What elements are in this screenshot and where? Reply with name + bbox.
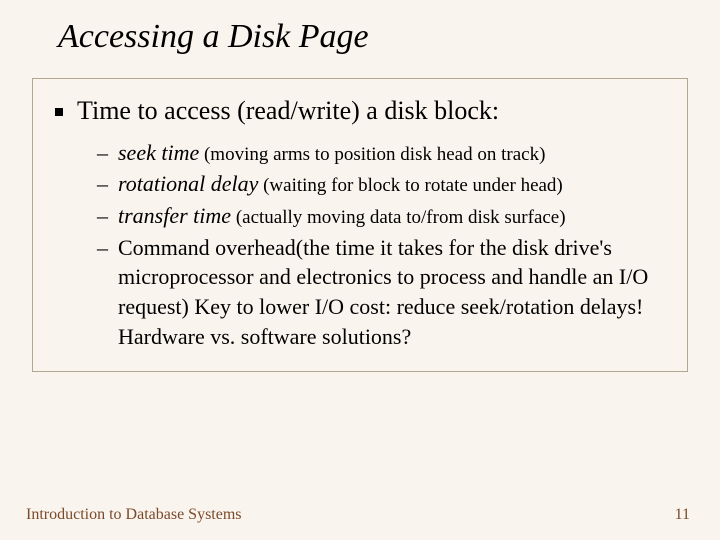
footer-left-text: Introduction to Database Systems — [26, 506, 242, 524]
term-text: seek time — [118, 140, 199, 165]
paren-text: (moving arms to position disk head on tr… — [199, 144, 545, 165]
term-text: transfer time — [118, 203, 231, 228]
square-bullet-icon — [55, 108, 63, 116]
dash-icon: – — [97, 201, 108, 231]
main-bullet-text: Time to access (read/write) a disk block… — [77, 95, 499, 128]
list-item: – Command overhead(the time it takes for… — [97, 233, 665, 352]
slide-footer: Introduction to Database Systems 11 — [26, 506, 690, 524]
content-box: Time to access (read/write) a disk block… — [32, 78, 688, 372]
paren-text: (waiting for block to rotate under head) — [258, 175, 562, 196]
sub-bullet-text: Command overhead(the time it takes for t… — [118, 233, 665, 352]
sub-bullet-text: rotational delay (waiting for block to r… — [118, 169, 563, 199]
list-item: – transfer time (actually moving data to… — [97, 201, 665, 231]
term-text: rotational delay — [118, 171, 258, 196]
list-item: – rotational delay (waiting for block to… — [97, 169, 665, 199]
slide-title: Accessing a Disk Page — [58, 18, 690, 56]
sub-bullet-text: transfer time (actually moving data to/f… — [118, 201, 566, 231]
paren-text: (actually moving data to/from disk surfa… — [231, 207, 566, 228]
main-bullet-row: Time to access (read/write) a disk block… — [55, 95, 665, 128]
sub-bullet-text: seek time (moving arms to position disk … — [118, 138, 545, 168]
dash-icon: – — [97, 169, 108, 199]
sub-bullet-list: – seek time (moving arms to position dis… — [97, 138, 665, 352]
dash-icon: – — [97, 138, 108, 168]
dash-icon: – — [97, 233, 108, 263]
page-number: 11 — [675, 506, 690, 524]
slide-container: Accessing a Disk Page Time to access (re… — [0, 0, 720, 540]
list-item: – seek time (moving arms to position dis… — [97, 138, 665, 168]
